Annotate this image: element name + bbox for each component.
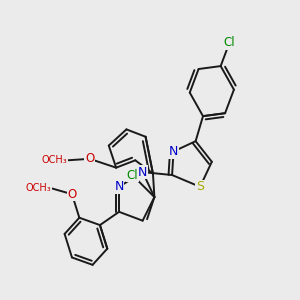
Text: O: O (67, 188, 76, 201)
Text: OCH₃: OCH₃ (42, 155, 68, 165)
Text: N: N (114, 180, 124, 193)
Text: O: O (85, 152, 94, 165)
Text: OCH₃: OCH₃ (26, 183, 51, 193)
Text: Cl: Cl (224, 36, 235, 49)
Text: N: N (138, 166, 147, 178)
Text: Cl: Cl (127, 169, 138, 182)
Text: N: N (169, 145, 178, 158)
Text: S: S (196, 180, 204, 193)
